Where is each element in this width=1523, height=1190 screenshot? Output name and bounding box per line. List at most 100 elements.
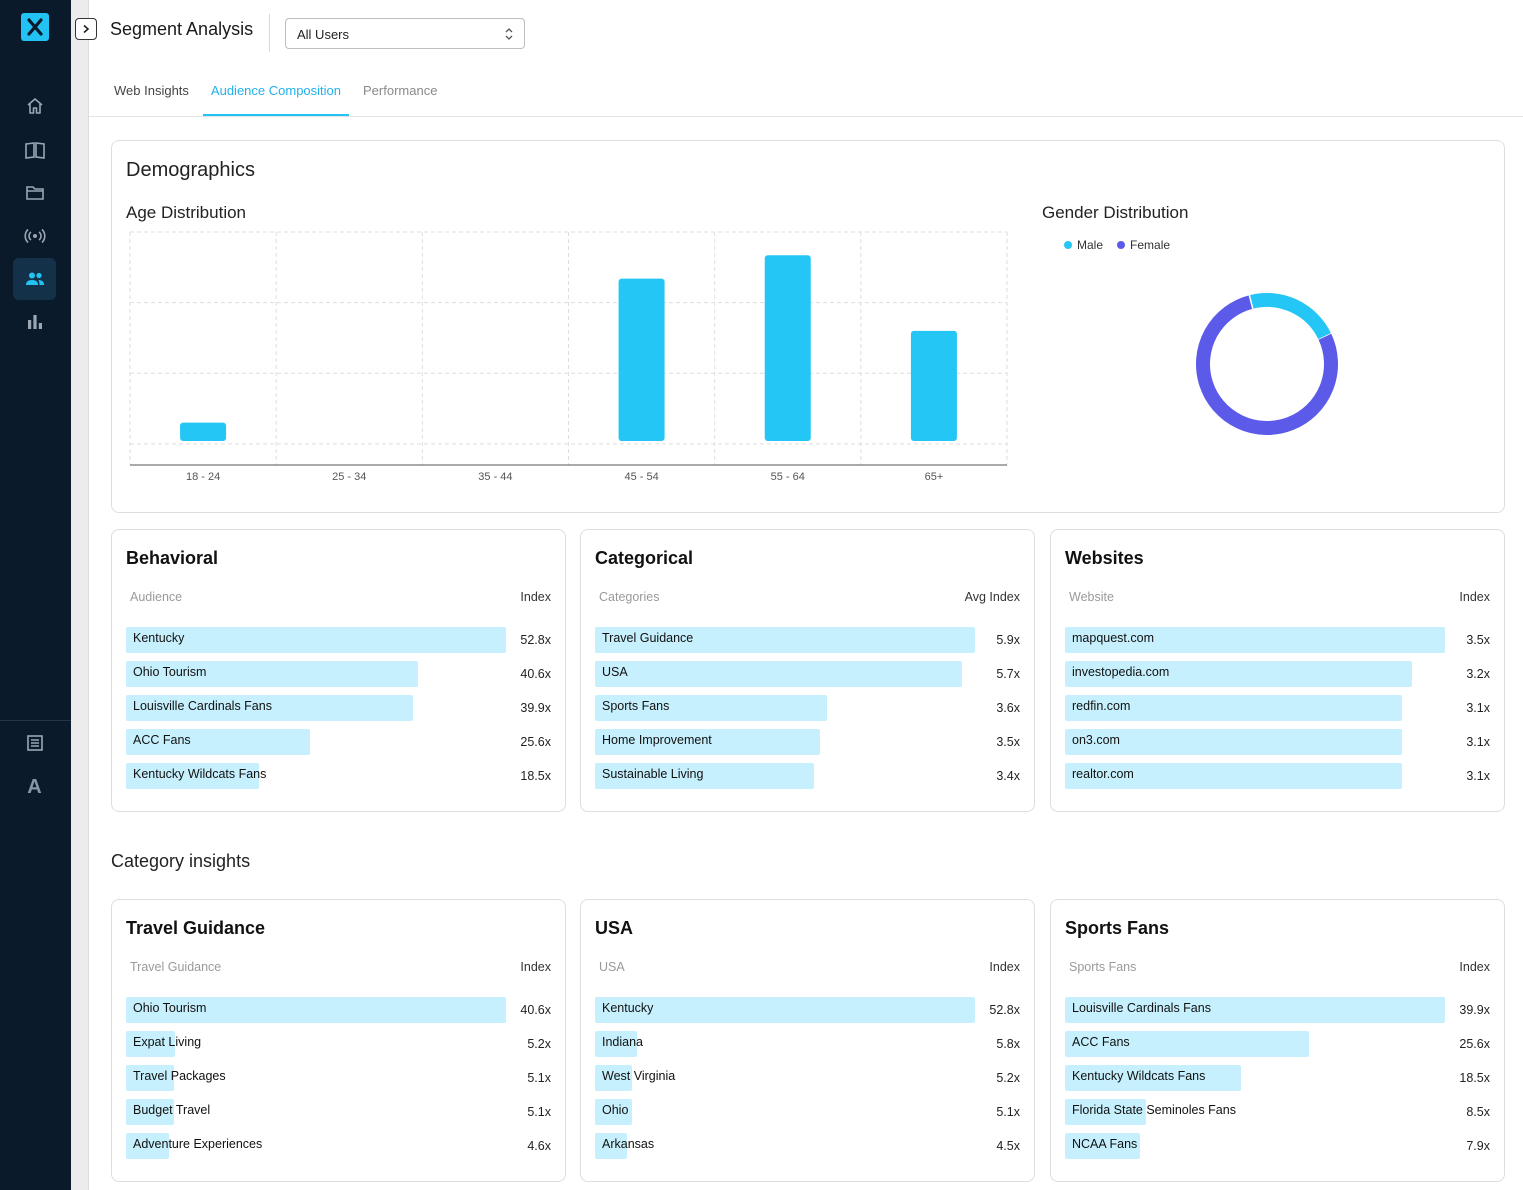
list-item[interactable]: Kentucky Wildcats Fans 18.5x xyxy=(1065,1065,1490,1099)
list-item[interactable]: Adventure Experiences 4.6x xyxy=(126,1133,551,1167)
list-item[interactable]: investopedia.com 3.2x xyxy=(1065,661,1490,695)
list-item-index: 40.6x xyxy=(520,1003,551,1017)
list-item-label: Kentucky xyxy=(602,1001,654,1015)
index-bar-track xyxy=(595,695,975,721)
list-item[interactable]: Expat Living 5.2x xyxy=(126,1031,551,1065)
index-bar-track xyxy=(1065,1065,1445,1091)
tab-web-insights[interactable]: Web Insights xyxy=(114,83,189,98)
list-item[interactable]: West Virginia 5.2x xyxy=(595,1065,1020,1099)
list-item[interactable]: Florida State Seminoles Fans 8.5x xyxy=(1065,1099,1490,1133)
demographics-card: Demographics Age Distribution 18 - 24 25 … xyxy=(111,140,1505,513)
nav-home[interactable] xyxy=(13,85,56,127)
nav-signals[interactable] xyxy=(13,215,56,257)
list-item[interactable]: Travel Guidance 5.9x xyxy=(595,627,1020,661)
list-item-label: Home Improvement xyxy=(602,733,712,747)
insight-card-title: USA xyxy=(595,918,634,938)
insight-col-left: Sports Fans xyxy=(1069,960,1137,974)
list-item-label: Budget Travel xyxy=(133,1103,211,1117)
nav-folders[interactable] xyxy=(13,172,56,214)
index-bar xyxy=(1065,763,1402,789)
legend-female[interactable]: Female xyxy=(1117,238,1170,252)
insight-col-left: Travel Guidance xyxy=(130,960,222,974)
index-bar-track xyxy=(126,695,506,721)
list-item[interactable]: ACC Fans 25.6x xyxy=(1065,1031,1490,1065)
donut-slice-female[interactable] xyxy=(1196,295,1338,435)
list-item-index: 4.6x xyxy=(527,1139,551,1153)
list-item[interactable]: Kentucky 52.8x xyxy=(126,627,551,661)
index-bar-track xyxy=(595,661,975,687)
index-bar xyxy=(595,661,963,687)
insight-card-usa: USA USA Index Kentucky 52.8x Indiana 5.8x We… xyxy=(580,899,1035,1182)
list-item[interactable]: Kentucky Wildcats Fans 18.5x xyxy=(126,763,551,797)
list-item[interactable]: Louisville Cardinals Fans 39.9x xyxy=(126,695,551,729)
list-item-label: Expat Living xyxy=(133,1035,202,1049)
index-bar-track xyxy=(1065,695,1445,721)
x-tick-label: 35 - 44 xyxy=(478,471,512,483)
sidebar-toggle-button[interactable] xyxy=(75,18,97,40)
index-bar-track xyxy=(595,1065,975,1091)
list-item-label: ACC Fans xyxy=(133,733,191,747)
list-item[interactable]: USA 5.7x xyxy=(595,661,1020,695)
list-item[interactable]: Louisville Cardinals Fans 39.9x xyxy=(1065,997,1490,1031)
age-bar-18-24 xyxy=(180,422,227,441)
list-item[interactable]: Travel Packages 5.1x xyxy=(126,1065,551,1099)
list-item[interactable]: NCAA Fans 7.9x xyxy=(1065,1133,1490,1167)
list-item[interactable]: Budget Travel 5.1x xyxy=(126,1099,551,1133)
list-item[interactable]: ACC Fans 25.6x xyxy=(126,729,551,763)
legend-male-label: Male xyxy=(1077,238,1104,252)
index-bar xyxy=(595,729,821,755)
tab-audience-composition[interactable]: Audience Composition xyxy=(202,70,349,116)
list-item[interactable]: on3.com 3.1x xyxy=(1065,729,1490,763)
websites-col-index: Index xyxy=(1459,590,1490,604)
tab-performance[interactable]: Performance xyxy=(363,83,438,98)
nav-library[interactable] xyxy=(13,129,56,171)
list-item-index: 5.1x xyxy=(527,1071,551,1085)
x-logo-icon[interactable] xyxy=(21,13,49,41)
index-bar-track xyxy=(126,1099,506,1125)
list-item[interactable]: Ohio 5.1x xyxy=(595,1099,1020,1133)
gender-legend: Male Female xyxy=(1064,238,1170,252)
nav-reports[interactable] xyxy=(13,301,56,343)
list-item-index: 5.7x xyxy=(996,667,1020,681)
list-item[interactable]: Ohio Tourism 40.6x xyxy=(126,661,551,695)
index-bar xyxy=(126,997,506,1023)
list-item[interactable]: Indiana 5.8x xyxy=(595,1031,1020,1065)
list-item-label: Louisville Cardinals Fans xyxy=(1072,1001,1211,1015)
list-item[interactable]: Arkansas 4.5x xyxy=(595,1133,1020,1167)
legend-male[interactable]: Male xyxy=(1064,238,1103,252)
list-item-label: Indiana xyxy=(602,1035,644,1049)
index-bar-track xyxy=(595,763,975,789)
list-item[interactable]: redfin.com 3.1x xyxy=(1065,695,1490,729)
insight-card-sports-fans: Sports Fans Sports Fans Index Louisville… xyxy=(1050,899,1505,1182)
list-item-index: 3.4x xyxy=(996,769,1020,783)
index-bar xyxy=(1065,695,1402,721)
index-bar-track xyxy=(1065,729,1445,755)
list-item[interactable]: mapquest.com 3.5x xyxy=(1065,627,1490,661)
donut-slice-male[interactable] xyxy=(1249,293,1332,340)
behavioral-title: Behavioral xyxy=(126,548,219,568)
segment-select[interactable]: All Users xyxy=(285,18,525,49)
list-item[interactable]: Kentucky 52.8x xyxy=(595,997,1020,1031)
list-item-index: 39.9x xyxy=(1459,1003,1490,1017)
index-bar-track xyxy=(1065,1031,1445,1057)
list-item[interactable]: Ohio Tourism 40.6x xyxy=(126,997,551,1031)
legend-female-swatch xyxy=(1117,241,1126,249)
list-item-label: Arkansas xyxy=(602,1137,655,1151)
folder-icon xyxy=(25,186,44,200)
gender-distribution-title: Gender Distribution xyxy=(1042,203,1189,222)
list-item-label: investopedia.com xyxy=(1072,665,1170,679)
x-tick-label: 25 - 34 xyxy=(332,471,366,483)
list-item-index: 5.8x xyxy=(996,1037,1020,1051)
list-item[interactable]: Sports Fans 3.6x xyxy=(595,695,1020,729)
list-item[interactable]: realtor.com 3.1x xyxy=(1065,763,1490,797)
list-item[interactable]: Sustainable Living 3.4x xyxy=(595,763,1020,797)
book-icon xyxy=(24,142,45,159)
index-bar-track xyxy=(595,627,975,653)
list-item-label: Adventure Experiences xyxy=(133,1137,263,1151)
list-item-index: 5.2x xyxy=(527,1037,551,1051)
avatar[interactable]: A xyxy=(27,775,42,798)
age-distribution-chart: 18 - 24 25 - 34 35 - 44 45 - 54 55 - 64 65+ xyxy=(129,231,1008,483)
nav-audiences[interactable] xyxy=(13,258,56,300)
nav-documents[interactable] xyxy=(13,722,56,764)
list-item[interactable]: Home Improvement 3.5x xyxy=(595,729,1020,763)
